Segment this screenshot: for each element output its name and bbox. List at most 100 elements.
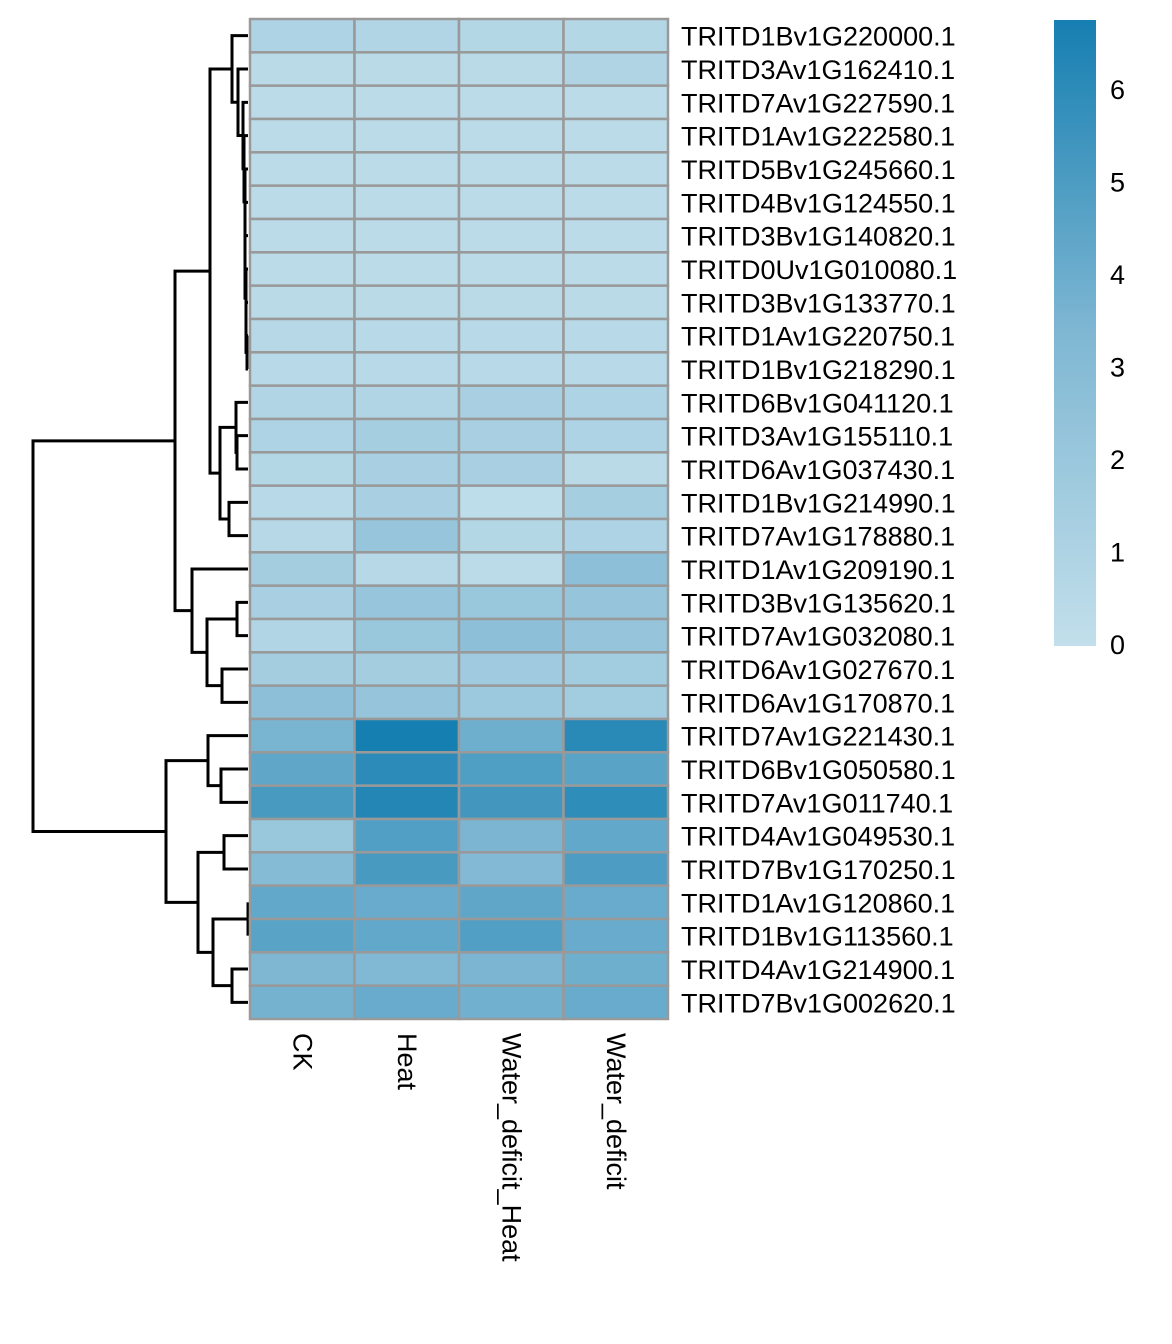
heatmap-cell [353, 851, 461, 887]
row-label: TRITD1Av1G120860.1 [681, 888, 955, 918]
heatmap-cell [248, 117, 356, 154]
heatmap-cell [248, 251, 356, 287]
heatmap-cell [353, 84, 461, 121]
heatmap-cell [353, 817, 461, 854]
row-label: TRITD1Bv1G218290.1 [681, 355, 956, 385]
heatmap-cell [353, 351, 461, 387]
heatmap-cell [457, 217, 565, 254]
heatmap-cell [248, 151, 356, 187]
heatmap-cell [248, 417, 356, 454]
row-label: TRITD7Av1G227590.1 [681, 88, 955, 118]
colorbar-tick-label: 6 [1110, 75, 1125, 105]
heatmap-cell [457, 651, 565, 687]
heatmap-cell [248, 717, 356, 754]
row-dendrogram [31, 34, 250, 1004]
heatmap-cell [248, 384, 356, 421]
heatmap-cell [562, 584, 670, 621]
heatmap-cell [248, 651, 356, 687]
heatmap-cell [353, 184, 461, 221]
colorbar-legend: 0 1 2 3 4 5 6 [1054, 20, 1125, 660]
heatmap-cell [562, 817, 670, 854]
heatmap-cell [353, 717, 461, 754]
row-label: TRITD6Bv1G050580.1 [681, 755, 956, 785]
column-label: Heat [392, 1033, 422, 1091]
row-label: TRITD4Bv1G124550.1 [681, 188, 956, 218]
colorbar-ticks: 0 1 2 3 4 5 6 [1110, 75, 1125, 660]
heatmap-cell [353, 251, 461, 287]
row-label: TRITD1Bv1G113560.1 [681, 922, 954, 952]
heatmap-cell [353, 217, 461, 254]
heatmap-cell [248, 284, 356, 321]
heatmap-cell [248, 51, 356, 87]
heatmap-cell [353, 317, 461, 354]
dendrogram-branch [235, 600, 248, 638]
heatmap-cell [457, 817, 565, 854]
heatmap-cell [457, 984, 565, 1021]
heatmap-cell [248, 884, 356, 921]
dendrogram-branch [31, 439, 175, 833]
heatmap-cell [353, 484, 461, 521]
heatmap-cell [562, 851, 670, 887]
heatmap-cell [248, 784, 356, 821]
heatmap-cell [353, 884, 461, 921]
heatmap-cell [562, 784, 670, 821]
heatmap-cell [457, 717, 565, 754]
heatmap-cell [562, 517, 670, 554]
row-label: TRITD5Bv1G245660.1 [681, 155, 956, 185]
heatmap-cell [248, 17, 356, 54]
heatmap-cell [248, 551, 356, 587]
heatmap-cell [457, 151, 565, 187]
row-label: TRITD3Av1G162410.1 [681, 55, 955, 85]
heatmap-cell [562, 451, 670, 487]
heatmap-cell [353, 984, 461, 1021]
heatmap-cell [248, 217, 356, 254]
heatmap-cell [457, 884, 565, 921]
heatmap-cell [457, 451, 565, 487]
heatmap-cell [562, 951, 670, 987]
row-label: TRITD0Uv1G010080.1 [681, 255, 957, 285]
heatmap-cell [353, 951, 461, 987]
row-label: TRITD3Av1G155110.1 [681, 422, 953, 452]
heatmap-cell [353, 684, 461, 721]
heatmap-cell [353, 651, 461, 687]
row-label: TRITD7Bv1G170250.1 [681, 855, 956, 885]
heatmap-cell [457, 584, 565, 621]
heatmap-cell [248, 951, 356, 987]
dendrogram-branch [173, 269, 210, 613]
heatmap-cell [562, 151, 670, 187]
dendrogram-branch [206, 734, 248, 788]
heatmap-cell [457, 417, 565, 454]
row-label: TRITD1Av1G220750.1 [681, 322, 955, 352]
colorbar-tick-label: 2 [1110, 445, 1125, 475]
heatmap-cell [562, 251, 670, 287]
heatmap-cell [353, 451, 461, 487]
heatmap-cell [457, 751, 565, 787]
heatmap-cell [562, 217, 670, 254]
heatmap-cell [562, 884, 670, 921]
colorbar-tick-label: 0 [1110, 630, 1125, 660]
heatmap-cell [353, 17, 461, 54]
heatmap-cell [562, 684, 670, 721]
heatmap-cell [248, 451, 356, 487]
heatmap-cell [353, 384, 461, 421]
heatmap-cell [562, 184, 670, 221]
row-label: TRITD1Av1G209190.1 [681, 555, 955, 585]
row-label: TRITD3Bv1G140820.1 [681, 222, 956, 252]
row-label: TRITD1Bv1G214990.1 [681, 488, 956, 518]
column-labels: CK Heat Water_deficit_Heat Water_deficit [287, 1033, 631, 1262]
heatmap-cell [248, 751, 356, 787]
heatmap-cell [562, 51, 670, 87]
heatmap-cell [457, 351, 565, 387]
heatmap-cell [248, 984, 356, 1021]
heatmap-cell [562, 984, 670, 1021]
dendrogram-branch [235, 434, 248, 471]
heatmap-cell [248, 684, 356, 721]
heatmap-cell [248, 184, 356, 221]
heatmap-cell [248, 917, 356, 954]
heatmap-cell [562, 651, 670, 687]
heatmap-cell [457, 551, 565, 587]
heatmap-cell [248, 817, 356, 854]
heatmap-cell [457, 517, 565, 554]
heatmap-cell [353, 151, 461, 187]
heatmap-cell [457, 917, 565, 954]
